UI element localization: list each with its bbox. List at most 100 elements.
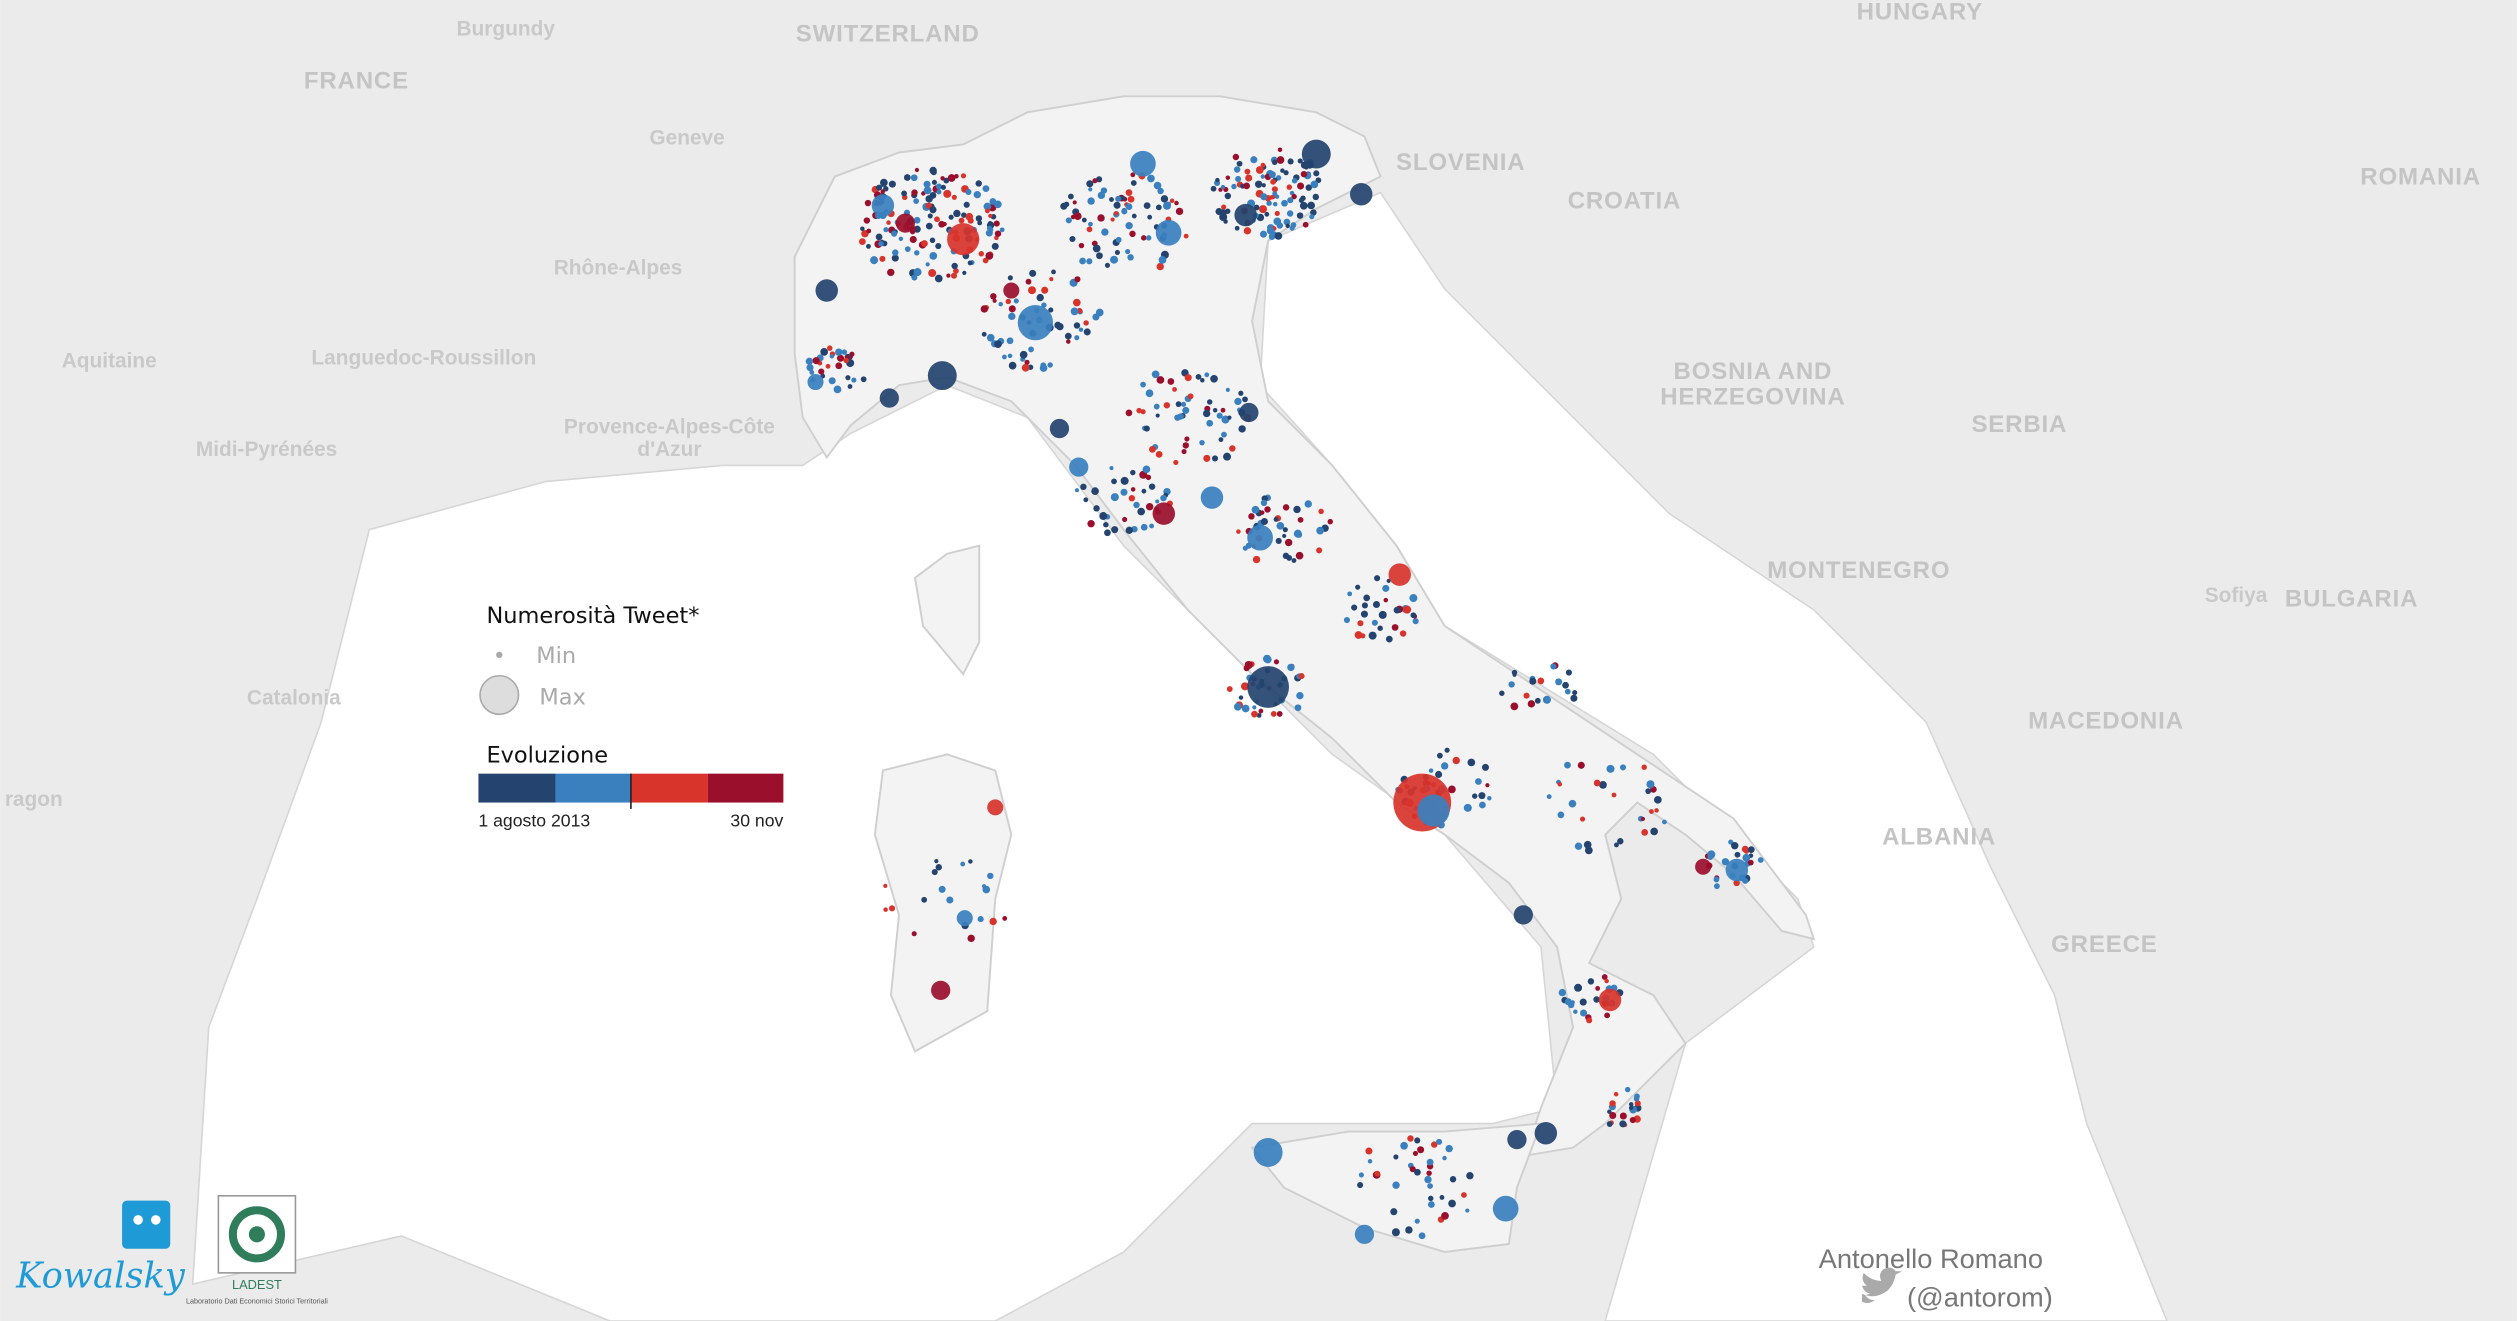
- tweet-dot: [1086, 180, 1094, 188]
- tweet-dot: [1466, 1172, 1474, 1180]
- tweet-dot: [1695, 858, 1712, 875]
- tweet-dot: [1427, 1183, 1433, 1189]
- tweet-dot: [895, 213, 916, 233]
- tweet-dot: [1273, 517, 1279, 522]
- tweet-dot: [1417, 794, 1450, 827]
- tweet-dot: [1499, 690, 1505, 696]
- tweet-dot: [1537, 677, 1545, 685]
- tweet-dot: [1714, 883, 1720, 890]
- place-label: ROMANIA: [2360, 164, 2481, 191]
- tweet-dot: [1273, 217, 1282, 226]
- tweet-dot: [1073, 212, 1082, 221]
- tweet-dot: [1130, 150, 1156, 177]
- tweet-dot: [807, 373, 824, 391]
- tweet-dot: [1218, 437, 1224, 443]
- tweet-dot: [1233, 702, 1242, 711]
- tweet-dot: [1215, 208, 1223, 216]
- tweet-dot: [1005, 298, 1011, 305]
- tweet-dot: [987, 799, 1004, 816]
- tweet-dot: [934, 216, 940, 223]
- tweet-dot: [1417, 1146, 1425, 1154]
- tweet-dot: [1074, 276, 1081, 283]
- tweet-dot: [1436, 1138, 1443, 1145]
- tweet-dot: [1593, 996, 1600, 1003]
- tweet-dot: [903, 174, 911, 181]
- tweet-dot: [1452, 756, 1460, 765]
- place-label: MONTENEGRO: [1767, 557, 1950, 584]
- tweet-dot: [1169, 198, 1175, 204]
- tweet-dot: [1529, 677, 1537, 685]
- tweet-dot: [1041, 286, 1049, 294]
- tweet-dot: [1580, 816, 1586, 822]
- tweet-dot: [1114, 211, 1119, 216]
- tweet-dot: [1355, 584, 1361, 590]
- tweet-dot: [847, 384, 853, 389]
- tweet-dot: [1229, 445, 1236, 452]
- tweet-dot: [980, 305, 989, 313]
- tweet-dot: [1428, 768, 1434, 773]
- tweet-dot: [1374, 575, 1381, 582]
- tweet-dot: [1241, 682, 1250, 691]
- tweet-dot: [1211, 455, 1219, 462]
- tweet-dot: [1357, 620, 1364, 627]
- tweet-dot: [1487, 795, 1492, 801]
- tweet-dot: [1147, 214, 1153, 220]
- tweet-dot: [1244, 660, 1253, 670]
- tweet-dot: [805, 357, 814, 366]
- legend-max: Max: [539, 685, 585, 711]
- tweet-dot: [1083, 320, 1089, 326]
- tweet-dot: [977, 916, 984, 923]
- tweet-dot: [1564, 688, 1571, 695]
- tweet-dot: [1485, 783, 1490, 788]
- tweet-dot: [1264, 211, 1270, 217]
- tweet-dot: [988, 221, 993, 226]
- tweet-dot: [1183, 233, 1189, 239]
- tweet-dot: [1272, 201, 1278, 207]
- logo-eye: [150, 1215, 161, 1225]
- tweet-dot: [913, 268, 922, 277]
- place-label: SWITZERLAND: [796, 21, 980, 48]
- tweet-dot: [1019, 350, 1028, 359]
- tweet-dot: [1234, 397, 1242, 406]
- tweet-dot: [1743, 848, 1750, 854]
- tweet-dot: [1245, 174, 1253, 182]
- tweet-dot: [1298, 673, 1305, 680]
- tweet-dot: [1557, 782, 1563, 787]
- tweet-dot: [1285, 223, 1290, 229]
- tweet-dot: [1742, 877, 1749, 884]
- legend-max-dot: [479, 674, 520, 716]
- place-label: Languedoc-Roussillon: [311, 346, 536, 369]
- tweet-dot: [1414, 1218, 1420, 1224]
- tweet-dot: [1316, 547, 1323, 554]
- color-segment: [555, 773, 631, 803]
- tweet-dot: [1276, 521, 1285, 530]
- tweet-dot: [1238, 695, 1244, 700]
- tweet-dot: [1131, 213, 1137, 219]
- tweet-dot: [1481, 763, 1489, 771]
- tweet-dot: [1115, 195, 1122, 202]
- tweet-dot: [1604, 978, 1609, 984]
- place-labels: Burgundy FRANCE SWITZERLAND HUNGARY ROMANIA S…: [5, 0, 2481, 958]
- tweet-dot: [1145, 474, 1152, 481]
- tweet-dot: [809, 369, 815, 375]
- tweet-dot: [1372, 600, 1381, 609]
- tweet-dot: [1441, 1212, 1449, 1220]
- tweet-dot: [1550, 663, 1557, 670]
- tweet-dot: [863, 217, 871, 224]
- tweet-dot: [1261, 183, 1266, 188]
- tweet-dot: [1145, 389, 1154, 398]
- place-label: FRANCE: [304, 67, 409, 94]
- tweet-dot: [935, 183, 942, 190]
- tweet-dot: [1577, 761, 1585, 769]
- tweet-dot: [1289, 225, 1295, 231]
- tweet-dot: [1133, 501, 1140, 509]
- tweet-dot: [998, 301, 1003, 307]
- tweet-dot: [1125, 221, 1133, 230]
- tweet-dot: [1276, 711, 1283, 717]
- tweet-dot: [1300, 170, 1308, 178]
- tweet-dot: [1206, 419, 1214, 427]
- place-label: Midi-Pyrénées: [196, 438, 337, 461]
- tweet-dot: [986, 333, 995, 342]
- tweet-dot: [1611, 792, 1617, 798]
- tweet-dot: [1114, 249, 1120, 256]
